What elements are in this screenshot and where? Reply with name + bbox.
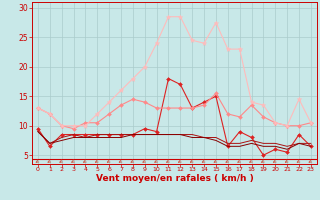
X-axis label: Vent moyen/en rafales ( km/h ): Vent moyen/en rafales ( km/h ) bbox=[96, 174, 253, 183]
